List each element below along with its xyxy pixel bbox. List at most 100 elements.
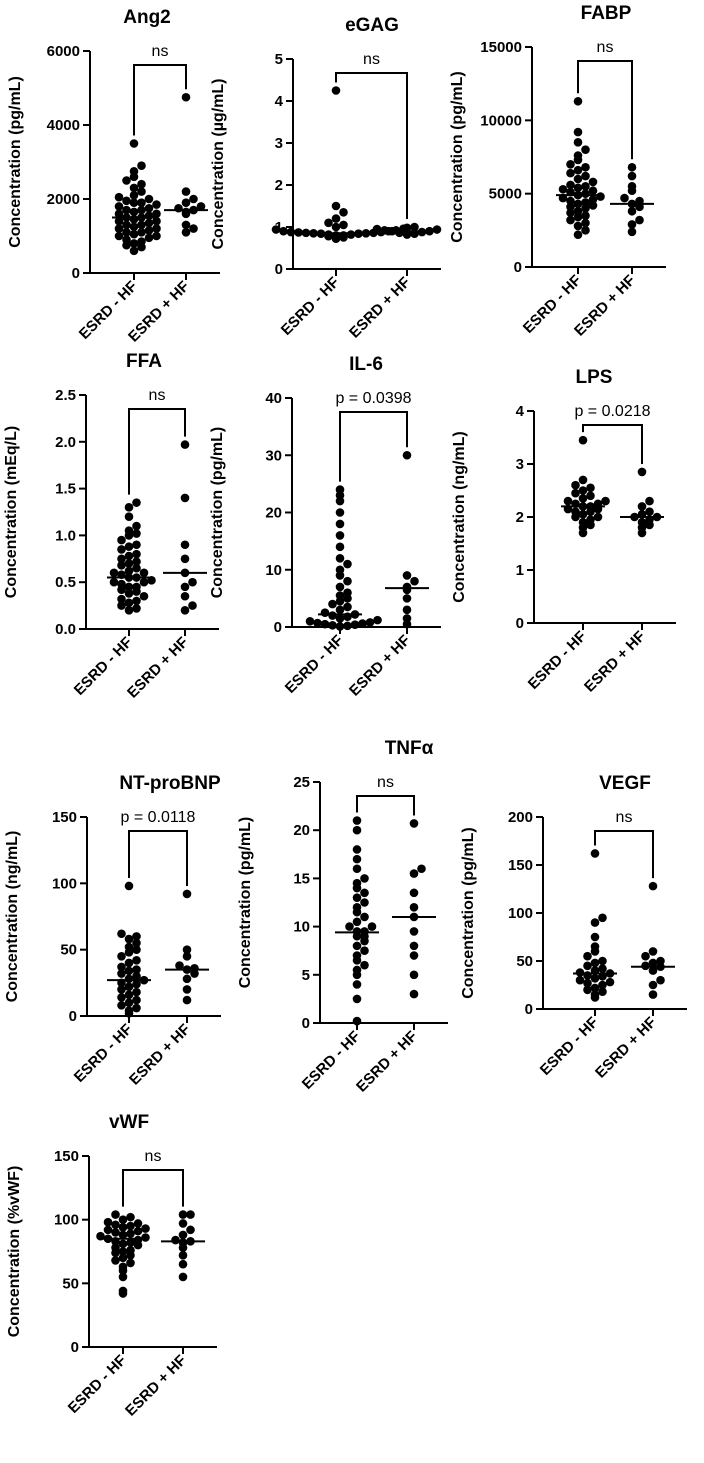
data-point: [352, 903, 362, 912]
significance-bracket: [128, 830, 188, 886]
panel-il-6: IL-6 0 10 20 30 40 Concentration (pg/mL) ESRD -…: [209, 354, 441, 700]
data-point: [137, 205, 146, 215]
y-tick-label: 150: [508, 857, 533, 874]
x-category-label: ESRD + HF: [122, 1352, 190, 1420]
y-tick-label: 50: [516, 953, 533, 970]
data-point: [190, 963, 199, 973]
y-tick-label: 10: [293, 919, 310, 936]
data-point: [331, 201, 341, 211]
data-point: [117, 1001, 126, 1010]
data-point: [305, 616, 315, 626]
data-point: [117, 969, 126, 978]
data-point: [324, 218, 333, 228]
data-point: [132, 596, 141, 606]
data-point: [286, 227, 296, 237]
panel-title: NT-proBNP: [119, 773, 221, 794]
x-category-label: ESRD - HF: [525, 628, 590, 693]
y-tick-label: 0: [302, 1015, 310, 1032]
data-point: [132, 540, 141, 550]
data-point: [178, 1251, 188, 1260]
data-point: [648, 990, 658, 999]
data-point: [588, 186, 598, 196]
data-point: [352, 951, 362, 960]
data-point: [360, 874, 369, 883]
data-point: [578, 486, 588, 495]
data-point: [558, 184, 568, 194]
y-axis-label: Concentration (pg/mL): [460, 827, 477, 999]
data-point: [598, 980, 607, 990]
data-point: [114, 216, 124, 226]
data-point: [124, 605, 134, 615]
data-point: [171, 1235, 180, 1245]
data-point: [601, 496, 610, 506]
data-point: [118, 1272, 128, 1282]
data-point: [648, 881, 658, 891]
data-point: [361, 229, 371, 238]
data-point: [118, 1262, 128, 1272]
data-point: [124, 990, 134, 1000]
panel-ffa: FFA 0.0 0.5 1.0 1.5 2.0 2.5 Concentration (mEq/…: [3, 351, 219, 702]
data-point: [372, 224, 382, 234]
panel-title: LPS: [576, 367, 613, 388]
data-point: [588, 177, 598, 187]
y-axis-label: Concentration (ng/mL): [4, 831, 21, 1003]
data-point: [122, 205, 131, 215]
data-point: [271, 225, 281, 234]
data-point: [320, 619, 330, 629]
data-point: [588, 195, 598, 204]
data-point: [352, 854, 362, 864]
data-point: [133, 1219, 143, 1228]
data-point: [373, 615, 382, 625]
data-point: [117, 535, 126, 545]
data-point: [111, 1228, 120, 1237]
data-point: [627, 206, 637, 216]
data-point: [352, 816, 362, 825]
data-point: [122, 235, 131, 244]
y-tick-label: 5: [275, 51, 283, 68]
data-point: [129, 246, 139, 256]
data-point: [139, 577, 149, 587]
data-point: [656, 975, 665, 985]
data-point: [124, 998, 134, 1008]
y-tick-label: 0: [69, 1008, 77, 1025]
data-point: [656, 956, 665, 966]
data-point: [178, 1238, 188, 1247]
data-point: [124, 566, 134, 576]
data-point: [590, 958, 600, 968]
data-point: [117, 985, 126, 994]
data-point: [124, 542, 134, 551]
panel-lps: LPS 0 1 2 3 4 Concentration (ng/mL) ESRD - HFES…: [451, 367, 676, 696]
data-point: [409, 927, 419, 936]
data-point: [402, 582, 412, 592]
data-point: [360, 946, 369, 955]
data-point: [144, 233, 154, 243]
y-tick-label: 0: [274, 619, 282, 636]
data-point: [124, 582, 134, 592]
data-point: [122, 196, 131, 206]
data-point: [124, 589, 134, 598]
data-point: [180, 440, 190, 449]
data-point: [380, 226, 389, 235]
data-point: [129, 222, 139, 232]
data-point: [182, 945, 192, 954]
y-tick-label: 50: [62, 1275, 79, 1292]
panel-title: Ang2: [123, 7, 171, 28]
data-point: [575, 975, 585, 985]
data-point: [137, 161, 146, 170]
data-point: [358, 619, 367, 628]
data-point: [637, 518, 647, 527]
significance-bracket: [356, 795, 415, 816]
data-point: [352, 1016, 362, 1026]
data-point: [309, 229, 318, 238]
data-point: [343, 559, 352, 569]
data-point: [139, 568, 149, 578]
data-point: [637, 502, 647, 511]
data-point: [141, 1233, 150, 1242]
data-point: [335, 485, 345, 494]
y-tick-label: 15: [293, 870, 310, 887]
data-point: [586, 515, 595, 524]
data-point: [180, 554, 190, 564]
data-point: [118, 1253, 128, 1263]
data-point: [132, 1003, 141, 1013]
